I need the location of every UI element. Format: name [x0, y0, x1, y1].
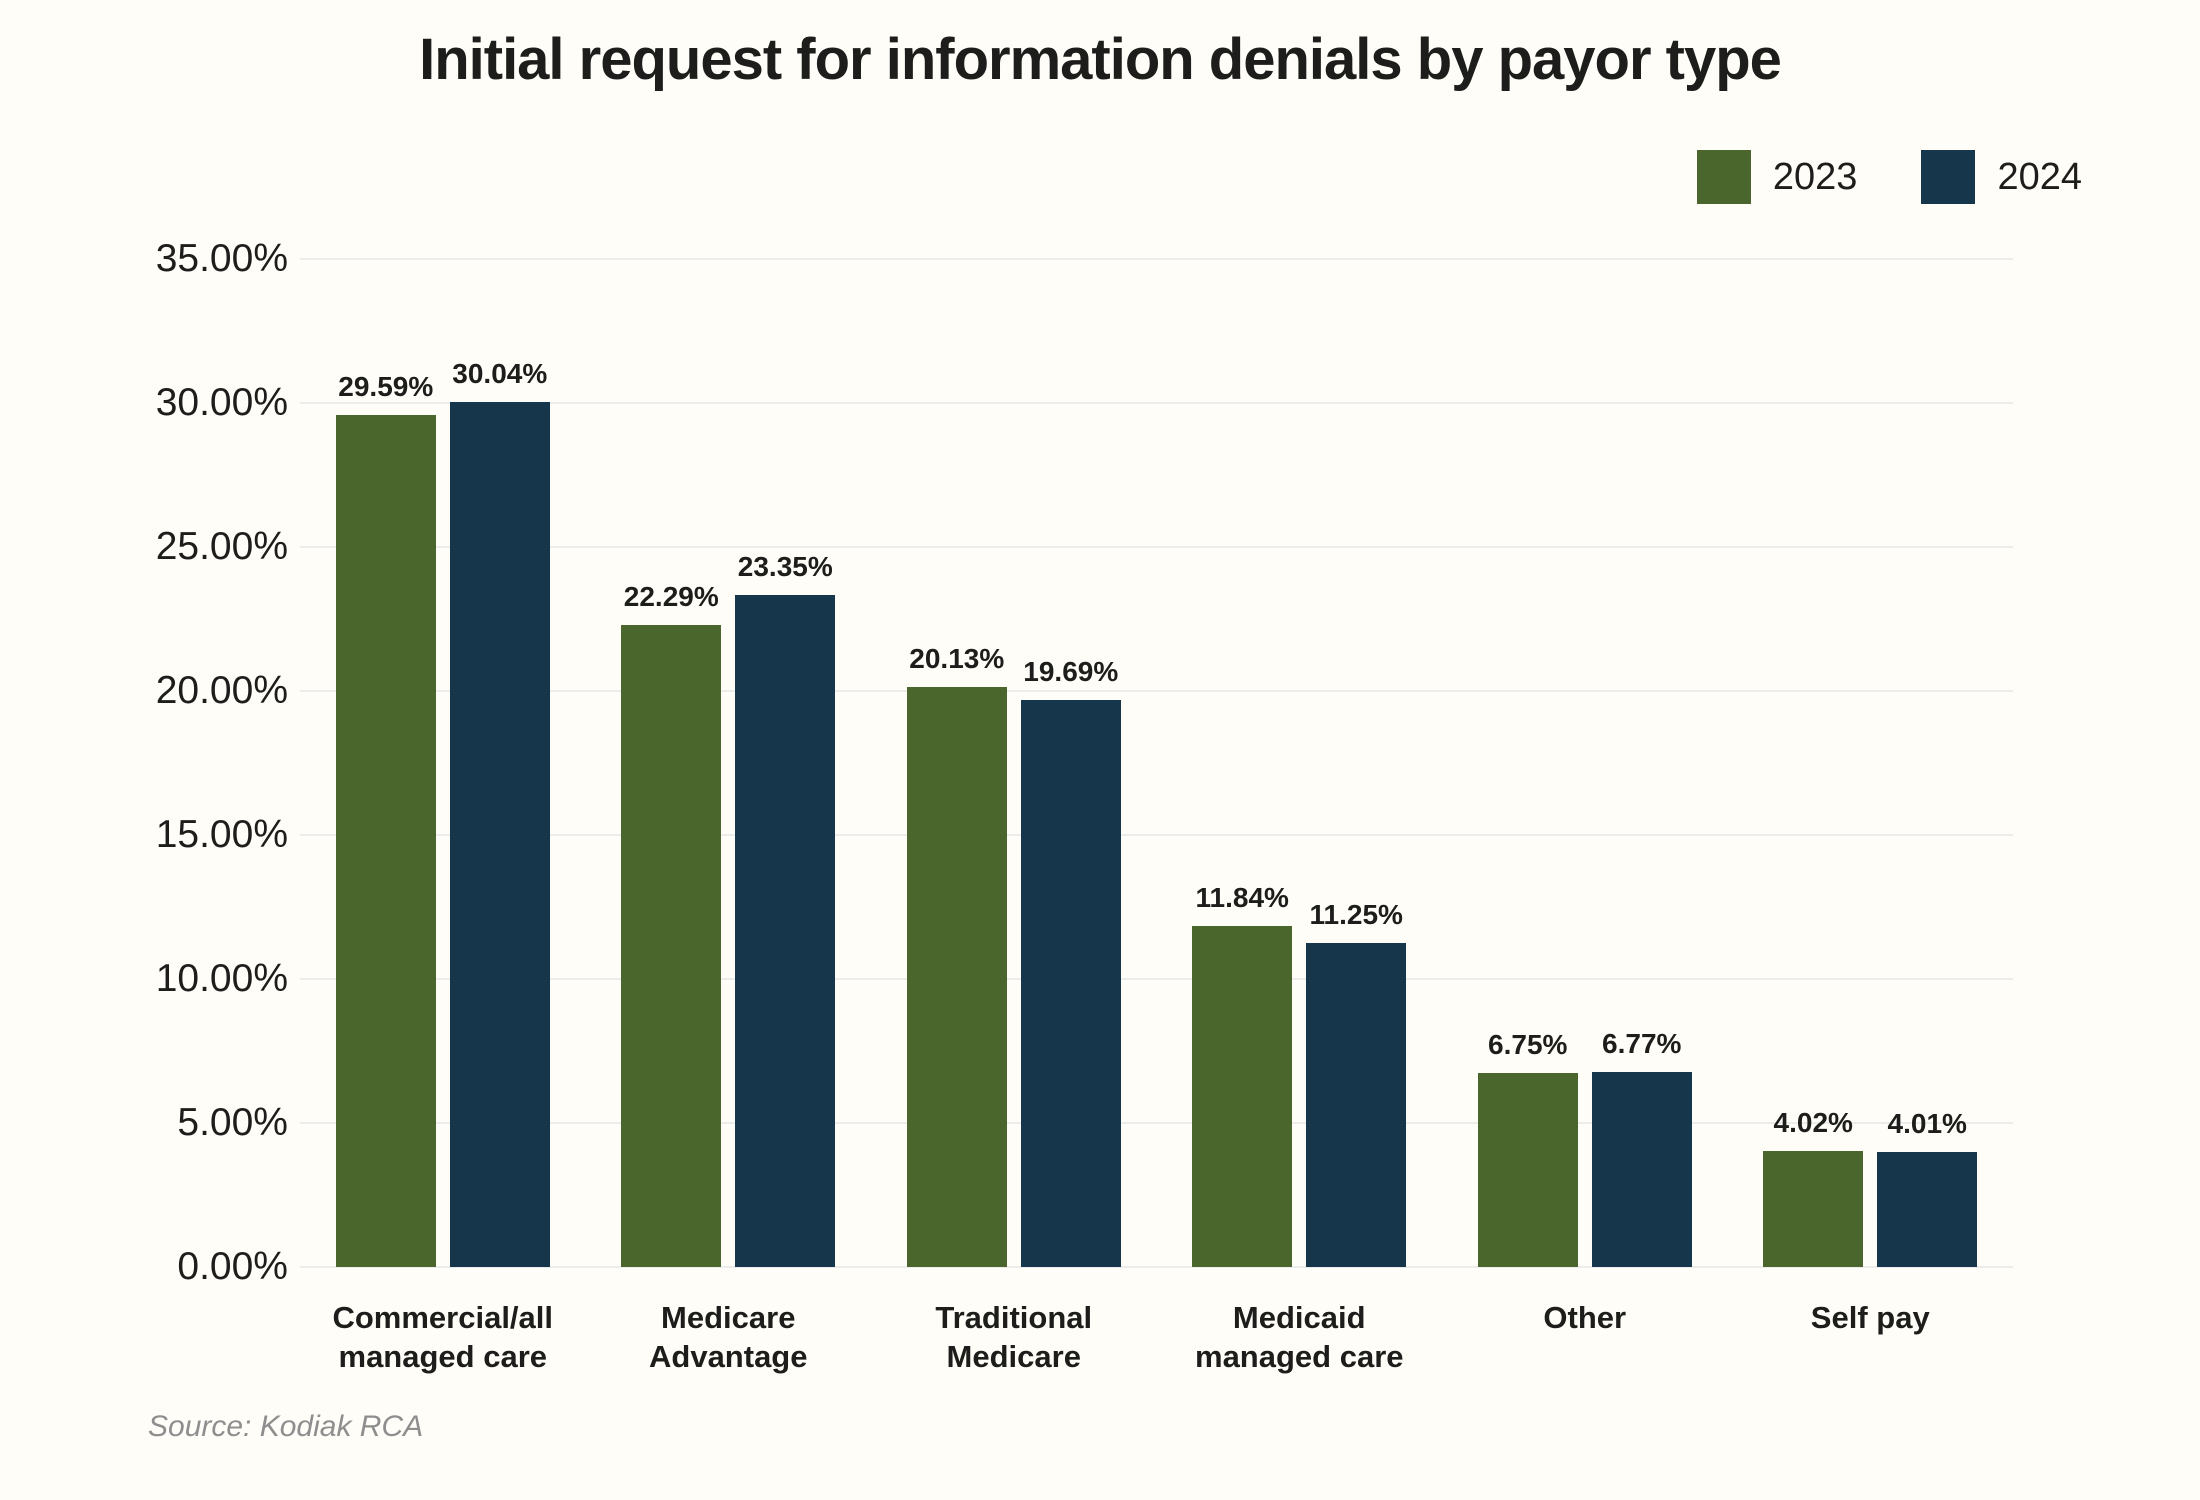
bar-value-label-2023-1: 29.59% — [338, 370, 434, 402]
bar-2024-4 — [1306, 943, 1407, 1267]
y-axis-tick-25.00%: 25.00% — [155, 525, 288, 568]
bar-2024-6 — [1877, 1151, 1978, 1267]
x-axis-category-3: Traditional Medicare — [935, 1300, 1093, 1374]
bar-2024-5 — [1591, 1072, 1692, 1267]
gridline-35.00% — [300, 258, 2013, 260]
x-axis-category-6: Self pay — [1810, 1300, 1930, 1335]
bar-value-label-2024-3: 19.69% — [1023, 655, 1119, 687]
gridline-30.00% — [300, 402, 2013, 404]
bar-value-label-2023-4: 11.84% — [1195, 882, 1289, 913]
bar-2023-6 — [1763, 1151, 1864, 1267]
chart-title: Initial request for information denials … — [419, 27, 1782, 92]
bar-value-label-2023-2: 22.29% — [623, 581, 719, 613]
bar-2023-1 — [335, 414, 436, 1267]
legend-swatch-2024 — [1921, 150, 1976, 204]
y-axis-tick-20.00%: 20.00% — [155, 669, 288, 712]
bar-2023-5 — [1477, 1072, 1578, 1267]
legend-item-2024: 2024 — [1921, 150, 2082, 204]
bar-2024-3 — [1020, 699, 1121, 1267]
bar-value-label-2024-5: 6.77% — [1602, 1028, 1682, 1060]
bar-2023-3 — [906, 687, 1007, 1267]
x-axis-category-1: Commercial/all managed care — [332, 1300, 554, 1374]
bar-2023-4 — [1192, 926, 1293, 1267]
legend-label-2024: 2024 — [1997, 155, 2082, 198]
bar-2023-2 — [621, 625, 722, 1267]
legend-swatch-2023 — [1696, 150, 1751, 204]
gridline-0.00% — [300, 1266, 2013, 1268]
bar-value-label-2024-2: 23.35% — [737, 550, 833, 582]
y-axis-tick-5.00%: 5.00% — [177, 1101, 288, 1144]
y-axis-tick-15.00%: 15.00% — [155, 813, 288, 856]
gridline-20.00% — [300, 690, 2013, 692]
y-axis-tick-0.00%: 0.00% — [177, 1245, 288, 1288]
source-note: Source: Kodiak RCA — [148, 1410, 424, 1443]
bar-value-label-2024-1: 30.04% — [452, 357, 548, 389]
gridline-5.00% — [300, 1122, 2013, 1124]
bar-value-label-2024-6: 4.01% — [1887, 1107, 1967, 1139]
legend-label-2023: 2023 — [1772, 155, 1858, 198]
bar-value-label-2023-6: 4.02% — [1773, 1107, 1853, 1139]
bar-value-label-2023-3: 20.13% — [909, 643, 1005, 675]
bar-value-label-2024-4: 11.25% — [1309, 899, 1403, 930]
gridline-25.00% — [300, 546, 2013, 548]
gridline-10.00% — [300, 978, 2013, 980]
y-axis-tick-30.00%: 30.00% — [155, 381, 288, 424]
legend: 2023 2024 — [1696, 150, 2082, 204]
bar-2024-1 — [449, 401, 550, 1267]
x-axis-category-2: Medicare Advantage — [649, 1300, 808, 1374]
y-axis-tick-35.00%: 35.00% — [155, 237, 288, 280]
bar-value-label-2023-5: 6.75% — [1488, 1028, 1568, 1060]
bar-2024-2 — [735, 594, 836, 1267]
gridline-15.00% — [300, 834, 2013, 836]
x-axis-category-4: Medicaid managed care — [1195, 1300, 1404, 1374]
y-axis-tick-10.00%: 10.00% — [155, 957, 288, 1000]
legend-item-2023: 2023 — [1696, 150, 1858, 204]
x-axis-category-5: Other — [1543, 1300, 1627, 1335]
